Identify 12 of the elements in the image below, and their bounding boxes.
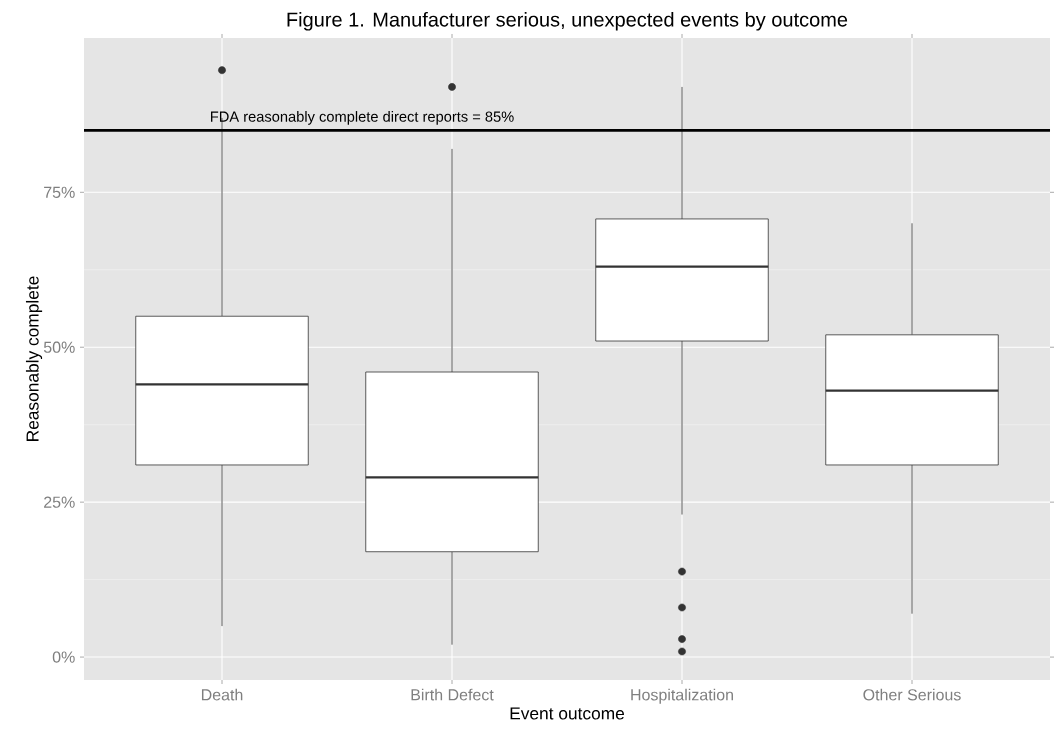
y-axis-title: Reasonably complete [25,276,43,441]
y-tick-label: 25% [44,496,75,508]
x-axis-title: Event outcome [510,707,625,720]
y-tick-label: 75% [44,186,75,198]
x-tick-label: Death [201,688,243,701]
x-tick-label: Birth Defect [411,688,494,701]
y-tick-label: 0% [52,651,75,663]
ref-line-label: FDA reasonably complete direct reports = 85% [211,111,514,125]
x-tick-label: Hospitalization [631,688,733,704]
x-tick-label: Other Serious [863,688,961,701]
y-tick-label: 50% [43,341,75,353]
chart-title: Figure 1. Manufacturer serious, unexpected events by outcome [287,11,848,31]
